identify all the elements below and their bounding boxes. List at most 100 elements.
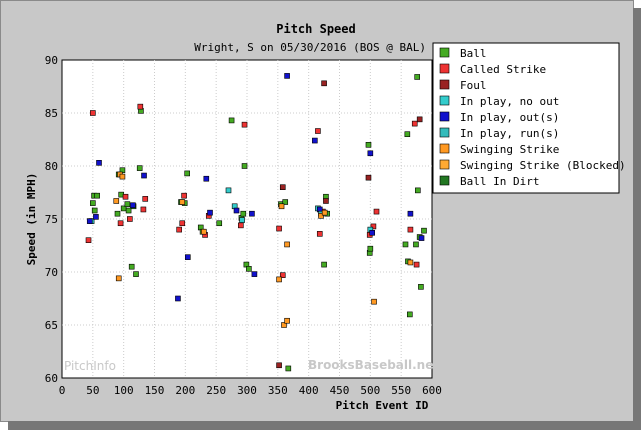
- data-point: [137, 103, 144, 110]
- chart-subtitle: Wright, S on 05/30/2016 (BOS @ BAL): [194, 41, 426, 54]
- grid-lines: [62, 60, 432, 378]
- data-points: [85, 73, 427, 372]
- data-point: [225, 187, 232, 194]
- data-point: [285, 365, 292, 372]
- data-point: [411, 120, 418, 127]
- data-point: [284, 73, 290, 79]
- data-point: [323, 198, 329, 204]
- data-point: [133, 271, 139, 277]
- data-point: [241, 121, 248, 128]
- data-point: [373, 208, 380, 215]
- data-point: [414, 74, 421, 80]
- data-point: [276, 225, 282, 232]
- legend-entry: Ball In Dirt: [460, 175, 539, 188]
- chart-title: Pitch Speed: [276, 22, 355, 36]
- data-point: [179, 220, 186, 227]
- data-point: [238, 222, 244, 229]
- legend-entry: Called Strike: [460, 63, 546, 76]
- x-tick-label: 100: [114, 384, 134, 397]
- data-point: [416, 116, 423, 123]
- frame-shadow-right: [633, 8, 641, 422]
- data-point: [404, 131, 411, 137]
- legend-swatch: [439, 127, 450, 138]
- legend-swatch: [439, 47, 450, 58]
- legend-entry: Swinging Strike (Blocked): [460, 159, 626, 172]
- data-point: [91, 207, 98, 214]
- y-tick-label: 70: [45, 266, 58, 279]
- frame-shadow-bottom: [8, 421, 641, 430]
- x-tick-label: 0: [59, 384, 66, 397]
- legend-swatch: [439, 63, 450, 74]
- legend-entry: In play, run(s): [460, 127, 559, 140]
- y-tick-label: 85: [45, 107, 58, 120]
- y-tick-label: 80: [45, 160, 58, 173]
- data-point: [407, 210, 414, 217]
- data-point: [96, 160, 102, 166]
- legend-swatch: [439, 95, 450, 106]
- data-point: [315, 128, 321, 134]
- x-tick-label: 550: [391, 384, 411, 397]
- data-point: [181, 192, 187, 199]
- data-point: [276, 362, 282, 369]
- legend: Ball Called Strike Foul In play, no out In p…: [432, 42, 626, 194]
- data-point: [93, 214, 99, 220]
- data-point: [175, 295, 181, 302]
- y-tick-label: 65: [45, 319, 58, 332]
- legend-swatch: [439, 175, 450, 186]
- data-point: [85, 237, 92, 243]
- data-point: [113, 198, 120, 204]
- data-point: [127, 216, 133, 222]
- data-point: [369, 229, 375, 236]
- data-point: [318, 213, 324, 219]
- data-point: [402, 241, 409, 248]
- data-point: [371, 298, 377, 305]
- data-point: [241, 163, 248, 169]
- data-point: [407, 226, 414, 233]
- data-point: [406, 311, 413, 318]
- legend-swatch: [439, 111, 450, 122]
- data-point: [312, 137, 318, 144]
- legend-entry: Swinging Strike: [460, 143, 559, 156]
- data-point: [233, 207, 240, 214]
- data-point: [90, 200, 96, 206]
- legend-swatch: [439, 159, 450, 170]
- data-point: [279, 184, 286, 190]
- data-point: [367, 150, 374, 157]
- x-axis-label: Pitch Event ID: [336, 399, 429, 412]
- legend-swatch: [439, 79, 450, 90]
- data-point: [284, 317, 290, 324]
- legend-entry: In play, no out: [460, 95, 559, 108]
- y-tick-label: 60: [45, 372, 58, 385]
- x-tick-label: 400: [299, 384, 319, 397]
- data-point: [421, 227, 427, 234]
- legend-entry: In play, out(s): [460, 111, 559, 124]
- data-point: [136, 165, 143, 171]
- data-point: [125, 207, 132, 214]
- data-point: [367, 245, 374, 252]
- y-axis-label: Speed (in MPH): [25, 173, 38, 266]
- data-point: [249, 210, 255, 217]
- data-point: [365, 174, 372, 181]
- data-point: [246, 266, 252, 272]
- data-point: [321, 261, 327, 268]
- data-point: [140, 206, 147, 213]
- x-tick-label: 200: [175, 384, 195, 397]
- data-point: [216, 220, 223, 227]
- pitchinfo-watermark: PitchInfo: [64, 359, 116, 373]
- x-tick-label: 600: [422, 384, 442, 397]
- axis-ticks: 60 65 70 75 80 85 90 0 50 100 150 200 250 300 350 400 45…: [45, 54, 442, 397]
- data-point: [278, 203, 285, 210]
- data-point: [124, 201, 131, 207]
- data-point: [122, 193, 129, 200]
- data-point: [128, 263, 135, 270]
- data-point: [94, 192, 100, 199]
- data-point: [240, 210, 247, 217]
- data-point: [413, 241, 419, 248]
- legend-entry: Foul: [460, 79, 487, 92]
- data-point: [201, 228, 207, 235]
- data-point: [115, 275, 122, 282]
- data-point: [207, 209, 213, 216]
- data-point: [316, 231, 323, 237]
- data-point: [321, 80, 327, 87]
